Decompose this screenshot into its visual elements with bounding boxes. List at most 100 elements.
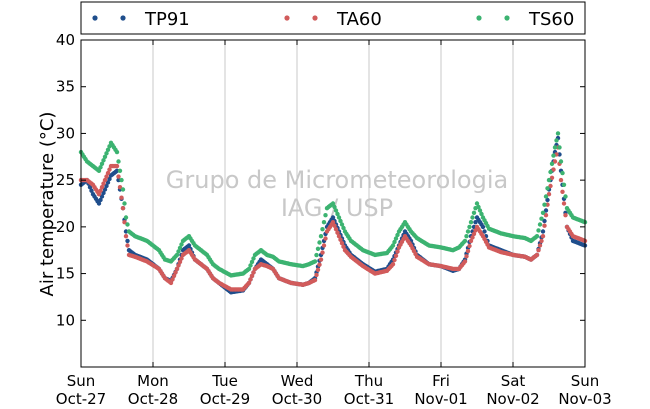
- data-point: [317, 240, 322, 245]
- x-tick-date: Oct-30: [272, 390, 322, 408]
- data-point: [321, 243, 327, 248]
- data-point: [321, 220, 327, 225]
- data-point: [548, 169, 553, 175]
- data-point: [542, 223, 547, 228]
- data-point: [551, 153, 556, 158]
- data-point: [246, 266, 252, 272]
- data-point: [99, 194, 105, 199]
- data-point: [107, 167, 112, 172]
- data-point: [390, 262, 396, 267]
- data-point: [471, 231, 477, 237]
- y-axis-label: Air temperature (°C): [37, 112, 58, 297]
- data-point: [125, 238, 130, 244]
- data-point: [320, 227, 325, 232]
- data-point: [539, 216, 544, 221]
- data-point: [251, 270, 256, 275]
- data-point: [554, 138, 559, 143]
- data-point: [320, 250, 325, 255]
- data-point: [98, 197, 103, 203]
- data-point: [120, 206, 126, 211]
- data-point: [561, 182, 567, 187]
- data-point: [123, 215, 129, 220]
- data-point: [123, 234, 129, 239]
- data-point: [534, 234, 540, 239]
- data-point: [339, 222, 345, 227]
- data-point: [333, 227, 339, 232]
- legend-label: TP91: [144, 9, 190, 30]
- data-point: [395, 249, 400, 254]
- data-point: [117, 168, 123, 173]
- data-point: [464, 254, 469, 259]
- data-point: [116, 174, 121, 179]
- data-point: [116, 159, 121, 164]
- data-point: [314, 272, 319, 278]
- data-point: [173, 270, 178, 275]
- data-point: [471, 210, 477, 215]
- data-point: [537, 222, 543, 227]
- data-point: [119, 177, 124, 183]
- data-point: [312, 277, 318, 283]
- data-point: [99, 161, 105, 166]
- data-point: [338, 218, 343, 224]
- data-point: [474, 201, 480, 206]
- data-point: [117, 185, 123, 190]
- data-point: [114, 163, 120, 169]
- x-tick-day: Sun: [571, 372, 600, 390]
- data-point: [89, 188, 94, 193]
- data-point: [539, 238, 544, 244]
- data-point: [248, 263, 253, 268]
- y-tick-label: 25: [56, 171, 75, 189]
- data-point: [563, 213, 568, 218]
- data-point: [248, 277, 253, 282]
- data-point: [170, 277, 175, 282]
- data-point: [315, 246, 321, 251]
- data-point: [125, 243, 130, 248]
- data-point: [335, 230, 340, 235]
- data-point: [177, 259, 183, 265]
- data-point: [543, 208, 549, 213]
- x-tick-date: Oct-29: [200, 390, 250, 408]
- x-tick-day: Thu: [354, 372, 383, 390]
- y-tick-label: 40: [56, 31, 75, 49]
- x-axis: SunOct-27MonOct-28TueOct-29WedOct-30ThuO…: [56, 40, 612, 408]
- data-point: [558, 159, 564, 164]
- data-point: [468, 238, 474, 244]
- data-point: [476, 204, 481, 210]
- watermark-line: Grupo de Micrometeorologia: [166, 166, 508, 194]
- data-point: [101, 190, 106, 196]
- data-point: [330, 220, 336, 225]
- data-point: [462, 259, 468, 264]
- data-point: [462, 238, 468, 244]
- x-tick-date: Nov-01: [414, 390, 467, 408]
- data-point: [168, 280, 174, 286]
- data-point: [318, 257, 324, 262]
- data-point: [467, 243, 472, 249]
- y-axis: 10 15 20 25 30 35 40: [56, 31, 585, 329]
- data-point: [465, 229, 471, 234]
- data-point: [546, 192, 552, 197]
- data-point: [561, 201, 567, 206]
- data-point: [560, 189, 565, 194]
- data-point: [174, 266, 180, 272]
- x-tick-date: Oct-27: [56, 390, 106, 408]
- data-point: [317, 262, 322, 267]
- legend-marker: [284, 15, 290, 21]
- data-point: [540, 210, 546, 215]
- data-point: [540, 229, 546, 234]
- data-point: [470, 215, 475, 220]
- legend-frame: [80, 1, 586, 35]
- data-point: [105, 170, 111, 176]
- data-point: [332, 204, 337, 210]
- data-point: [335, 211, 340, 217]
- data-point: [549, 175, 555, 180]
- data-point: [545, 186, 550, 191]
- data-point: [546, 177, 552, 183]
- data-point: [341, 244, 346, 249]
- x-tick-day: Mon: [137, 372, 169, 390]
- data-point: [99, 185, 105, 190]
- data-point: [542, 218, 547, 224]
- data-point: [473, 220, 478, 225]
- data-point: [480, 224, 486, 230]
- data-point: [537, 243, 543, 248]
- x-tick-day: Sat: [501, 372, 526, 390]
